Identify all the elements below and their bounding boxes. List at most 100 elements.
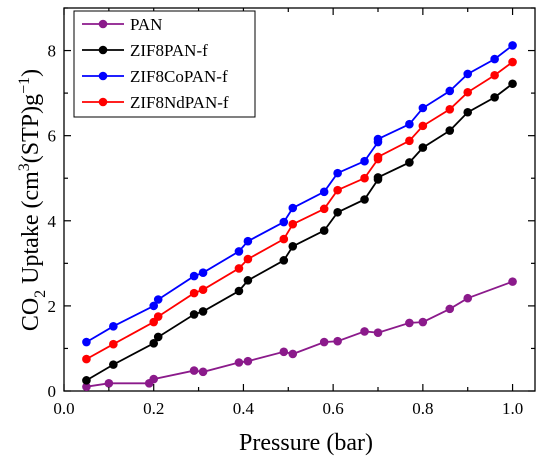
data-point [279,234,289,244]
data-point [418,103,428,113]
series-layer [82,41,517,392]
y-tick-label: 0 [48,382,57,401]
series-ZIF8PAN-f [82,79,517,385]
data-point [149,301,159,311]
data-point [189,366,199,375]
data-point [373,328,383,337]
data-point [319,187,329,197]
legend-entry: ZIF8PAN-f [82,41,208,60]
legend-label: PAN [130,15,162,34]
data-point [234,286,244,296]
data-point [333,185,342,195]
data-point [279,217,289,227]
y-tick-label: 6 [48,127,57,146]
plot-area [63,7,536,392]
y-title-rest: (STP)g [18,94,44,163]
data-point [508,277,517,286]
data-point [153,332,163,342]
data-point [373,173,383,182]
data-point [234,358,244,367]
data-point [319,204,329,214]
data-point [405,136,414,146]
data-point [360,327,369,336]
data-point [189,310,199,319]
y-tick-label: 4 [48,212,57,231]
data-point [243,236,253,246]
series-ZIF8CoPAN-f [82,41,517,347]
data-point [405,119,414,129]
data-point [153,295,163,304]
x-tick-label: 0.2 [143,399,164,418]
legend-marker [98,97,108,107]
data-point [82,382,91,392]
data-point [288,219,298,229]
data-point [405,318,414,328]
data-point [490,93,499,102]
legend-entry: ZIF8CoPAN-f [82,67,228,86]
data-point [104,379,114,388]
data-point [490,54,499,64]
data-point [109,339,118,349]
data-point [360,156,369,166]
y-tick-label: 8 [48,42,57,61]
x-tick-label: 0.6 [323,399,344,418]
x-tick-label: 0.4 [233,399,255,418]
data-point [288,349,298,359]
data-point [234,264,244,273]
data-point [333,168,342,178]
data-point [82,376,91,385]
y-title-mid: Uptake (cm [18,171,44,290]
data-point [418,317,428,327]
data-point [109,360,118,369]
data-point [109,322,118,331]
x-tick-label: 1.0 [502,399,523,418]
y-title-base: CO [18,298,44,331]
data-point [508,79,517,89]
series-ZIF8NdPAN-f [82,57,517,364]
data-point [288,242,298,251]
data-point [243,356,253,366]
data-point [198,285,208,295]
data-point [508,41,517,50]
data-point [189,271,199,281]
x-tick-label: 0.0 [53,399,74,418]
data-point [373,134,383,144]
data-point [198,268,208,277]
x-axis-title: Pressure (bar) [239,430,373,456]
data-point [319,337,329,347]
data-point [445,86,455,96]
legend: PAN ZIF8PAN-f ZIF8CoPAN-f ZIF8NdPAN-f [73,10,256,118]
data-point [149,374,159,384]
series-line [86,280,513,388]
data-point [319,226,329,235]
data-point [333,207,342,217]
y-title-sup: 3 [16,163,33,171]
data-point [153,312,163,321]
y-axis-title: CO2 Uptake (cm3(STP)g−1) [16,69,49,331]
data-point [82,354,91,364]
x-tick-label: 0.8 [412,399,433,418]
data-point [198,367,208,377]
y-title-sub: 2 [32,290,49,298]
data-point [445,104,455,114]
legend-entry: ZIF8NdPAN-f [82,93,229,112]
y-title-end: ) [18,69,44,77]
y-title-sup2: −1 [16,77,33,94]
data-point [445,304,455,314]
data-point [445,126,455,135]
legend-marker [98,45,108,55]
legend-label: ZIF8CoPAN-f [130,67,228,86]
legend-entry: PAN [82,15,162,34]
data-point [508,57,517,67]
plot-frame [63,7,536,392]
data-point [418,121,428,131]
legend-marker [98,71,108,81]
data-point [243,276,253,285]
data-point [405,158,414,167]
legend-marker [98,19,108,29]
data-point [490,70,499,80]
y-tick-label: 2 [48,297,57,316]
data-point [189,288,199,298]
data-point [243,254,253,264]
